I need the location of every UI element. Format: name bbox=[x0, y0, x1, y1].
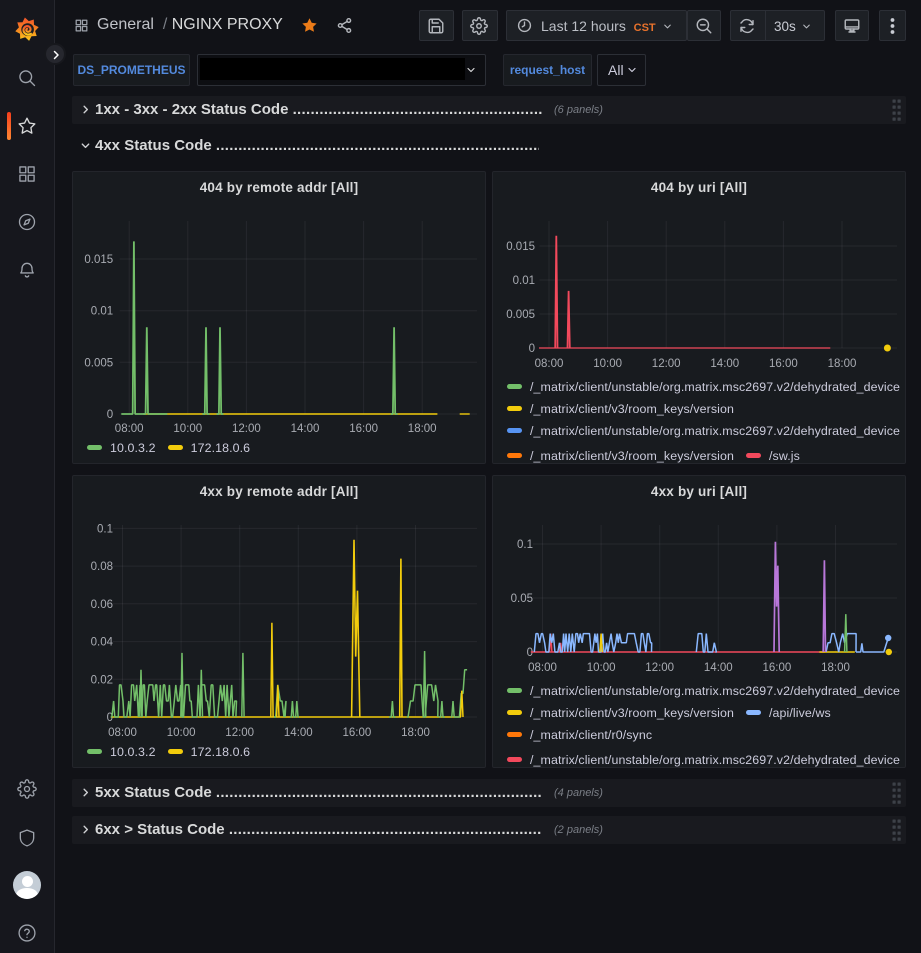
svg-text:14:00: 14:00 bbox=[291, 423, 320, 435]
svg-text:08:00: 08:00 bbox=[108, 727, 137, 739]
svg-text:0: 0 bbox=[107, 409, 113, 421]
svg-text:10:00: 10:00 bbox=[167, 727, 196, 739]
svg-text:0.01: 0.01 bbox=[513, 275, 535, 287]
svg-text:0.06: 0.06 bbox=[91, 599, 113, 611]
svg-text:10:00: 10:00 bbox=[593, 358, 622, 370]
svg-text:0.005: 0.005 bbox=[84, 357, 113, 369]
svg-text:16:00: 16:00 bbox=[763, 662, 792, 674]
svg-text:12:00: 12:00 bbox=[232, 423, 261, 435]
svg-text:0.02: 0.02 bbox=[91, 674, 113, 686]
svg-text:16:00: 16:00 bbox=[343, 727, 372, 739]
svg-text:12:00: 12:00 bbox=[645, 662, 674, 674]
svg-text:18:00: 18:00 bbox=[821, 662, 850, 674]
svg-text:16:00: 16:00 bbox=[349, 423, 378, 435]
svg-text:10:00: 10:00 bbox=[587, 662, 616, 674]
svg-text:12:00: 12:00 bbox=[652, 358, 681, 370]
svg-text:16:00: 16:00 bbox=[769, 358, 798, 370]
svg-text:08:00: 08:00 bbox=[528, 662, 557, 674]
svg-text:14:00: 14:00 bbox=[284, 727, 313, 739]
svg-text:0: 0 bbox=[529, 343, 535, 355]
svg-text:08:00: 08:00 bbox=[115, 423, 144, 435]
svg-text:10:00: 10:00 bbox=[173, 423, 202, 435]
svg-text:0.1: 0.1 bbox=[517, 539, 533, 551]
svg-text:14:00: 14:00 bbox=[710, 358, 739, 370]
svg-text:18:00: 18:00 bbox=[408, 423, 437, 435]
svg-text:0: 0 bbox=[107, 712, 113, 724]
svg-text:0.05: 0.05 bbox=[511, 593, 533, 605]
svg-text:0.04: 0.04 bbox=[91, 637, 114, 649]
svg-text:0.015: 0.015 bbox=[506, 241, 535, 253]
svg-text:18:00: 18:00 bbox=[828, 358, 857, 370]
svg-text:18:00: 18:00 bbox=[401, 727, 430, 739]
svg-text:0.08: 0.08 bbox=[91, 561, 113, 573]
svg-text:0.01: 0.01 bbox=[91, 306, 113, 318]
svg-text:0: 0 bbox=[527, 647, 533, 659]
svg-text:0.005: 0.005 bbox=[506, 309, 535, 321]
svg-text:12:00: 12:00 bbox=[225, 727, 254, 739]
svg-text:0.015: 0.015 bbox=[84, 254, 113, 266]
svg-text:14:00: 14:00 bbox=[704, 662, 733, 674]
svg-text:0.1: 0.1 bbox=[97, 523, 113, 535]
svg-text:08:00: 08:00 bbox=[535, 358, 564, 370]
